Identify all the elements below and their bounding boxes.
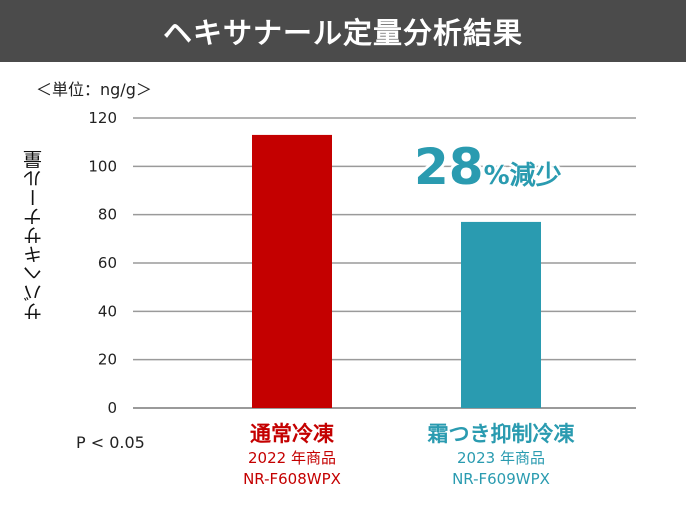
bar-1 <box>252 134 332 408</box>
category-name-1: 通常冷凍 <box>250 422 334 446</box>
unit-label: ＜単位：ng/g＞ <box>36 80 152 99</box>
y-tick-label: 40 <box>98 302 117 320</box>
y-tick-label: 60 <box>98 254 117 272</box>
callout-suffix: %減少 <box>483 161 562 191</box>
y-tick-label: 80 <box>98 206 117 224</box>
y-tick-label: 120 <box>88 109 117 127</box>
y-tick-label: 100 <box>88 157 117 175</box>
y-tick-label: 20 <box>98 351 117 369</box>
category-name-2: 霜つき抑制冷凍 <box>427 422 575 446</box>
category-model-1: NR-F608WPX <box>243 469 341 488</box>
callout-number: 28 <box>414 138 484 196</box>
category-label-2: 霜つき抑制冷凍 2023 年商品 NR-F609WPX <box>391 420 611 489</box>
category-year-2: 2023 年商品 <box>457 449 545 468</box>
chart-title: ヘキサナール定量分析結果 <box>162 16 523 50</box>
p-value-note: P < 0.05 <box>76 433 145 452</box>
bar-2 <box>461 221 541 408</box>
category-year-1: 2022 年商品 <box>248 449 336 468</box>
category-model-2: NR-F609WPX <box>452 469 550 488</box>
title-bar: ヘキサナール定量分析結果 <box>0 0 686 62</box>
y-tick-label: 0 <box>107 399 117 417</box>
category-label-1: 通常冷凍 2022 年商品 NR-F608WPX <box>182 420 402 489</box>
reduction-callout: 28%減少 <box>414 138 562 196</box>
